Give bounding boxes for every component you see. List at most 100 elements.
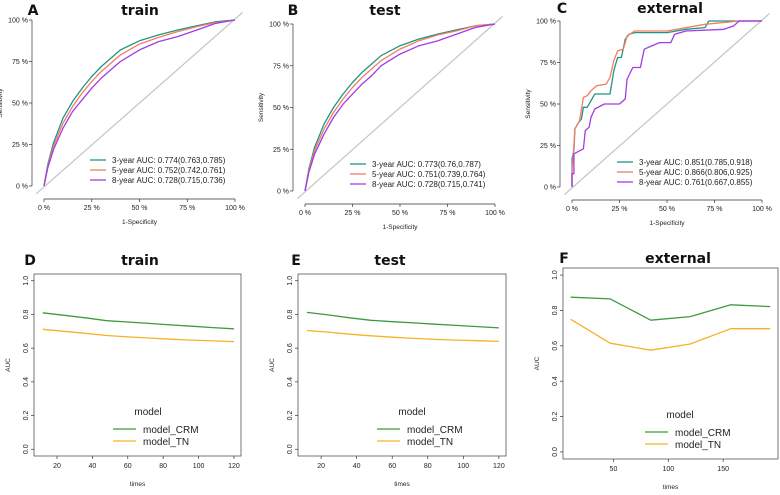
series-line-y8 bbox=[571, 20, 762, 187]
panel-title: external bbox=[637, 1, 703, 17]
y-tick-label: 1.0 bbox=[287, 276, 294, 286]
y-tick-label: 25 % bbox=[12, 142, 28, 149]
series-line-y8 bbox=[304, 23, 496, 192]
panel-label: F bbox=[559, 251, 569, 267]
plot-frame bbox=[562, 267, 779, 460]
x-axis-label: times bbox=[130, 481, 146, 488]
y-tick-label: 50 % bbox=[540, 102, 556, 109]
y-tick-label: 1.0 bbox=[552, 270, 559, 280]
legend-entry: model_CRM bbox=[143, 425, 199, 436]
series-line-tn bbox=[42, 328, 234, 343]
x-tick-label: 120 bbox=[228, 463, 240, 470]
x-tick-label: 100 % bbox=[485, 210, 505, 217]
x-tick-label: 40 bbox=[88, 463, 96, 470]
legend-entry: 8-year AUC: 0.728(0.715,0.736) bbox=[112, 176, 226, 185]
y-axis-label: Sensitivity bbox=[0, 88, 4, 118]
y-tick-label: 0.4 bbox=[23, 377, 30, 387]
x-tick-label: 100 bbox=[457, 463, 469, 470]
x-tick-label: 75 % bbox=[179, 205, 195, 212]
y-tick-label: 75 % bbox=[12, 59, 28, 66]
diagonal-reference bbox=[35, 11, 244, 195]
x-tick-label: 100 % bbox=[752, 206, 772, 213]
y-tick-label: 50 % bbox=[273, 105, 289, 112]
legend-title: model bbox=[398, 407, 425, 418]
panel-label: D bbox=[24, 253, 36, 269]
legend-entry: model_TN bbox=[143, 437, 189, 448]
series-line-crm bbox=[42, 312, 234, 330]
legend-entry: model_TN bbox=[407, 437, 453, 448]
y-tick-label: 0.2 bbox=[287, 411, 294, 421]
series-line-y5 bbox=[43, 19, 236, 187]
y-tick-label: 0.6 bbox=[287, 343, 294, 353]
series-line-crm bbox=[570, 296, 771, 321]
y-tick-label: 100 % bbox=[536, 19, 556, 26]
y-axis-label: AUC bbox=[269, 358, 276, 372]
y-axis-label: Sensitivity bbox=[258, 92, 265, 122]
legend-entry: 5-year AUC: 0.751(0.739,0.764) bbox=[372, 170, 486, 179]
x-tick-label: 75 % bbox=[707, 206, 723, 213]
panel-title: train bbox=[121, 3, 159, 19]
series-line-crm bbox=[306, 311, 499, 329]
legend-title: model bbox=[134, 407, 161, 418]
y-tick-label: 75 % bbox=[540, 60, 556, 67]
x-tick-label: 0 % bbox=[566, 206, 578, 213]
x-axis-label: times bbox=[394, 481, 410, 488]
y-tick-label: 0 % bbox=[16, 184, 28, 191]
panel-label: E bbox=[291, 253, 301, 269]
y-tick-label: 0.0 bbox=[552, 447, 559, 457]
x-tick-label: 20 bbox=[317, 463, 325, 470]
x-tick-label: 25 % bbox=[612, 206, 628, 213]
x-tick-label: 75 % bbox=[440, 210, 456, 217]
panel-title: test bbox=[374, 253, 406, 269]
y-tick-label: 0.2 bbox=[23, 411, 30, 421]
y-tick-label: 0.8 bbox=[287, 309, 294, 319]
x-tick-label: 25 % bbox=[84, 205, 100, 212]
legend-entry: model_TN bbox=[675, 440, 721, 451]
y-tick-label: 0.6 bbox=[552, 341, 559, 351]
panel-label: A bbox=[28, 3, 39, 19]
x-axis-label: 1-Specificity bbox=[382, 224, 418, 231]
panel-title: external bbox=[645, 251, 711, 267]
legend-title: model bbox=[666, 410, 693, 421]
x-axis-label: times bbox=[663, 484, 679, 491]
y-tick-label: 0.2 bbox=[552, 412, 559, 422]
panel-label: C bbox=[557, 1, 567, 17]
x-axis-label: 1-Specificity bbox=[122, 219, 158, 226]
x-tick-label: 80 bbox=[424, 463, 432, 470]
y-tick-label: 0.4 bbox=[552, 376, 559, 386]
legend-entry: 5-year AUC: 0.752(0.742,0.761) bbox=[112, 166, 226, 175]
diagonal-reference bbox=[563, 12, 771, 196]
x-tick-label: 60 bbox=[124, 463, 132, 470]
legend-entry: 3-year AUC: 0.773(0.76,0.787) bbox=[372, 160, 481, 169]
legend-entry: 3-year AUC: 0.774(0.763,0.785) bbox=[112, 156, 226, 165]
x-axis-label: 1-Specificity bbox=[649, 220, 685, 227]
x-tick-label: 120 bbox=[493, 463, 505, 470]
y-tick-label: 1.0 bbox=[23, 276, 30, 286]
series-line-y5 bbox=[571, 20, 762, 187]
plot-frame bbox=[297, 273, 507, 457]
y-tick-label: 25 % bbox=[273, 147, 289, 154]
y-tick-label: 0.0 bbox=[23, 444, 30, 454]
legend-entry: 8-year AUC: 0.728(0.715,0.741) bbox=[372, 180, 486, 189]
series-line-y8 bbox=[43, 19, 236, 187]
x-tick-label: 20 bbox=[53, 463, 61, 470]
legend-entry: 5-year AUC: 0.866(0.806,0.925) bbox=[639, 168, 753, 177]
legend-entry: model_CRM bbox=[675, 428, 731, 439]
x-tick-label: 50 bbox=[610, 466, 618, 473]
x-tick-label: 50 % bbox=[392, 210, 408, 217]
y-tick-label: 0.8 bbox=[23, 309, 30, 319]
x-tick-label: 0 % bbox=[299, 210, 311, 217]
y-tick-label: 100 % bbox=[269, 22, 289, 29]
y-tick-label: 25 % bbox=[540, 143, 556, 150]
x-tick-label: 100 % bbox=[225, 205, 245, 212]
x-tick-label: 25 % bbox=[345, 210, 361, 217]
series-line-tn bbox=[570, 318, 771, 351]
y-tick-label: 50 % bbox=[12, 101, 28, 108]
x-tick-label: 50 % bbox=[659, 206, 675, 213]
y-tick-label: 0 % bbox=[277, 189, 289, 196]
plot-frame bbox=[33, 273, 242, 457]
